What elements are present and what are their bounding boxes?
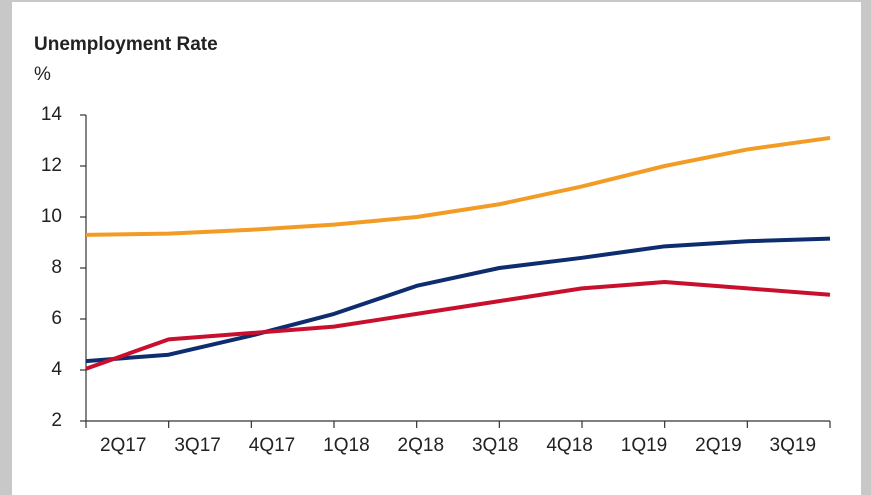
x-tick-label: 4Q18 — [546, 435, 592, 456]
x-tick-label: 2Q18 — [398, 435, 444, 456]
chart-subtitle: % — [34, 64, 51, 85]
y-tick-label: 8 — [51, 257, 62, 278]
series-line — [85, 280, 831, 371]
y-tick-label: 14 — [41, 104, 63, 125]
y-tick-label: 12 — [41, 155, 62, 176]
series-line — [85, 236, 831, 364]
x-tick-label: 1Q19 — [621, 435, 667, 456]
y-tick-label: 10 — [41, 206, 62, 227]
chart-title: Unemployment Rate — [34, 34, 218, 55]
y-tick-label: 2 — [51, 410, 62, 431]
x-tick-label: 3Q17 — [174, 435, 220, 456]
frame-left — [0, 0, 12, 495]
x-tick-label: 1Q18 — [323, 435, 369, 456]
y-tick-label: 4 — [51, 359, 62, 380]
x-tick-label: 3Q19 — [770, 435, 816, 456]
y-tick-label: 6 — [51, 308, 62, 329]
frame-top — [12, 0, 861, 2]
x-tick-label: 4Q17 — [249, 435, 295, 456]
x-tick-label: 2Q17 — [100, 435, 146, 456]
x-tick-label: 2Q19 — [695, 435, 741, 456]
series-line — [85, 135, 831, 237]
x-tick-label: 3Q18 — [472, 435, 518, 456]
frame-right — [861, 0, 871, 495]
